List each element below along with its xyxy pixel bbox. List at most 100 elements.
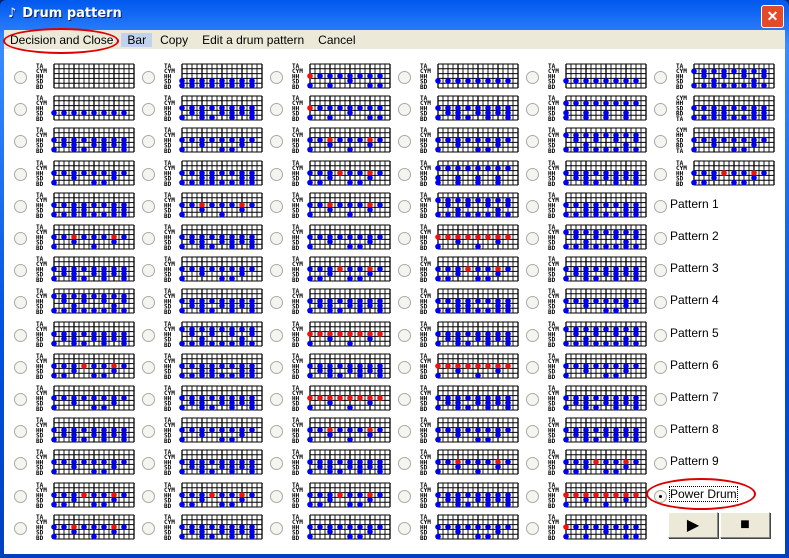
note-dot[interactable] <box>465 114 471 121</box>
note-dot[interactable] <box>189 340 195 346</box>
note-dot[interactable] <box>317 266 323 272</box>
note-dot[interactable] <box>455 491 461 498</box>
note-dot[interactable] <box>445 275 451 282</box>
note-dot[interactable] <box>613 169 619 176</box>
note-dot[interactable] <box>485 78 491 84</box>
note-dot[interactable] <box>741 169 747 176</box>
note-dot[interactable] <box>367 427 373 433</box>
note-dot[interactable] <box>219 436 225 443</box>
pattern-label[interactable]: Pattern 8 <box>670 422 719 437</box>
note-dot[interactable] <box>307 179 313 185</box>
note-dot[interactable] <box>239 110 245 116</box>
note-dot[interactable] <box>249 174 255 181</box>
note-dot[interactable] <box>71 367 77 374</box>
stop-button[interactable]: ■ <box>720 512 770 538</box>
note-dot[interactable] <box>465 298 471 305</box>
note-dot[interactable] <box>51 469 57 475</box>
note-dot[interactable] <box>455 367 461 374</box>
note-dot[interactable] <box>111 464 117 470</box>
note-dot[interactable] <box>51 308 57 314</box>
note-dot[interactable] <box>377 491 383 498</box>
pattern-radio[interactable] <box>398 264 411 278</box>
note-dot[interactable] <box>563 427 569 433</box>
note-dot[interactable] <box>61 501 67 507</box>
note-dot[interactable] <box>455 528 461 535</box>
note-dot[interactable] <box>691 169 697 176</box>
note-dot[interactable] <box>91 523 97 530</box>
note-dot[interactable] <box>111 110 117 116</box>
note-dot[interactable] <box>445 459 451 466</box>
note-dot[interactable] <box>485 298 491 305</box>
note-dot[interactable] <box>71 169 77 176</box>
note-dot[interactable] <box>721 114 727 121</box>
note-dot[interactable] <box>307 105 313 111</box>
pattern-radio[interactable] <box>398 521 411 535</box>
note-dot[interactable] <box>337 169 343 176</box>
note-dot[interactable] <box>179 137 185 144</box>
note-dot[interactable] <box>179 201 185 208</box>
note-dot[interactable] <box>229 469 235 475</box>
note-dot[interactable] <box>357 362 363 369</box>
note-dot[interactable] <box>495 496 501 503</box>
note-dot[interactable] <box>91 201 97 208</box>
note-dot[interactable] <box>337 491 343 498</box>
note-dot[interactable] <box>367 174 373 181</box>
note-dot[interactable] <box>633 206 639 213</box>
note-dot[interactable] <box>179 523 185 530</box>
note-dot[interactable] <box>327 303 333 309</box>
note-dot[interactable] <box>249 110 255 116</box>
note-dot[interactable] <box>307 491 313 498</box>
note-dot[interactable] <box>623 303 629 309</box>
note-dot[interactable] <box>101 201 107 208</box>
note-dot[interactable] <box>347 211 353 218</box>
note-dot[interactable] <box>475 174 481 181</box>
note-dot[interactable] <box>761 68 767 74</box>
note-dot[interactable] <box>751 82 757 89</box>
note-dot[interactable] <box>691 147 697 153</box>
pattern-radio[interactable] <box>14 328 27 342</box>
note-dot[interactable] <box>101 137 107 144</box>
note-dot[interactable] <box>455 362 461 369</box>
note-dot[interactable] <box>495 206 501 213</box>
note-dot[interactable] <box>219 400 225 406</box>
note-dot[interactable] <box>249 404 255 411</box>
pattern-radio[interactable] <box>526 393 539 406</box>
note-dot[interactable] <box>91 211 97 218</box>
note-dot[interactable] <box>179 298 185 305</box>
note-dot[interactable] <box>327 169 333 176</box>
note-dot[interactable] <box>465 105 471 111</box>
note-dot[interactable] <box>573 147 579 153</box>
note-dot[interactable] <box>219 275 225 282</box>
note-dot[interactable] <box>445 335 451 342</box>
note-dot[interactable] <box>593 169 599 176</box>
note-dot[interactable] <box>179 372 185 379</box>
note-dot[interactable] <box>435 404 441 411</box>
note-dot[interactable] <box>741 82 747 89</box>
note-dot[interactable] <box>71 464 77 470</box>
note-dot[interactable] <box>573 234 579 240</box>
note-dot[interactable] <box>583 211 589 218</box>
note-dot[interactable] <box>71 293 77 300</box>
note-dot[interactable] <box>91 404 97 411</box>
note-dot[interactable] <box>741 137 747 144</box>
note-dot[interactable] <box>307 275 313 282</box>
note-dot[interactable] <box>199 367 205 374</box>
note-dot[interactable] <box>623 340 629 346</box>
note-dot[interactable] <box>81 275 87 282</box>
note-dot[interactable] <box>583 229 589 235</box>
note-dot[interactable] <box>731 169 737 176</box>
note-dot[interactable] <box>249 298 255 305</box>
pattern-radio[interactable] <box>142 232 155 245</box>
note-dot[interactable] <box>239 298 245 305</box>
pattern-radio-pattern-3[interactable] <box>654 264 667 278</box>
note-dot[interactable] <box>219 464 225 470</box>
note-dot[interactable] <box>327 174 333 181</box>
note-dot[interactable] <box>209 169 215 176</box>
note-dot[interactable] <box>121 206 127 213</box>
note-dot[interactable] <box>613 432 619 438</box>
note-dot[interactable] <box>485 404 491 411</box>
note-dot[interactable] <box>731 179 737 185</box>
